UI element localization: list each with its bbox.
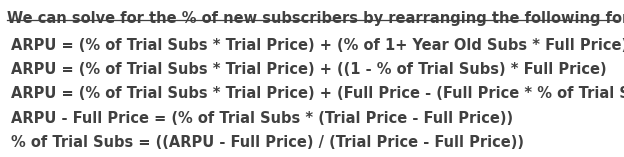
Text: ARPU - Full Price = (% of Trial Subs * (Trial Price - Full Price)): ARPU - Full Price = (% of Trial Subs * (… <box>11 111 513 126</box>
Text: ARPU = (% of Trial Subs * Trial Price) + ((1 - % of Trial Subs) * Full Price): ARPU = (% of Trial Subs * Trial Price) +… <box>11 62 607 77</box>
Text: ARPU = (% of Trial Subs * Trial Price) + (% of 1+ Year Old Subs * Full Price): ARPU = (% of Trial Subs * Trial Price) +… <box>11 38 624 53</box>
Text: ARPU = (% of Trial Subs * Trial Price) + (Full Price - (Full Price * % of Trial : ARPU = (% of Trial Subs * Trial Price) +… <box>11 86 624 101</box>
Text: We can solve for the % of new subscribers by rearranging the following formula:: We can solve for the % of new subscriber… <box>7 11 624 26</box>
Text: % of Trial Subs = ((ARPU - Full Price) / (Trial Price - Full Price)): % of Trial Subs = ((ARPU - Full Price) /… <box>11 135 524 150</box>
